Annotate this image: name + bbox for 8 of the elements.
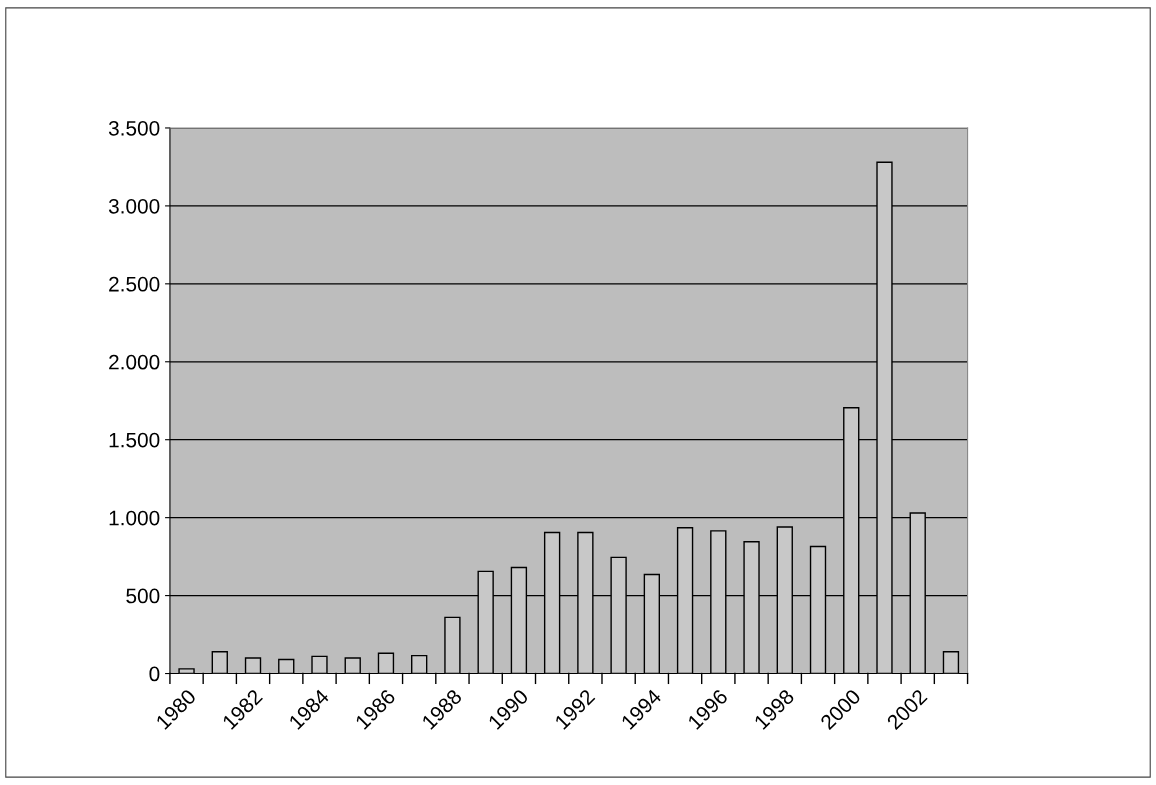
- y-tick-label: 1.500: [109, 432, 160, 448]
- y-tick-label: 1.000: [109, 510, 160, 526]
- y-tick-label: 2.500: [109, 276, 160, 292]
- y-tick-label: 0: [149, 666, 160, 682]
- y-tick-label: 3.000: [108, 198, 160, 214]
- y-tick-label: 3.500: [108, 120, 160, 136]
- y-tick-label: 500: [126, 588, 160, 604]
- y-tick-label: 2.000: [109, 354, 160, 370]
